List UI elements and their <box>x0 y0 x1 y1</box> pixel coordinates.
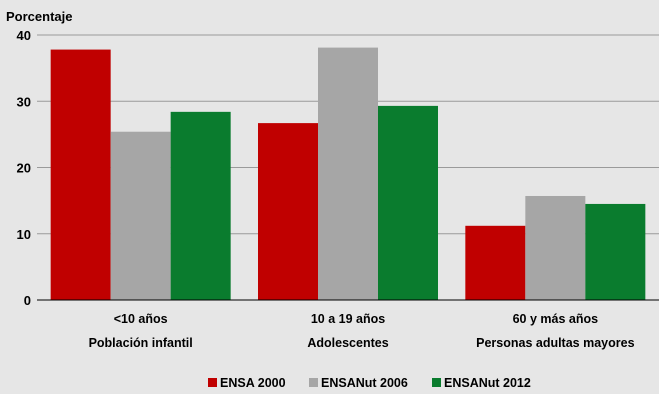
x-category-label: Personas adultas mayores <box>476 336 634 350</box>
bar <box>585 203 646 300</box>
y-tick-label: 30 <box>17 94 31 109</box>
bar <box>110 131 171 300</box>
legend-swatch <box>208 378 217 387</box>
y-tick-label: 20 <box>17 161 31 176</box>
bar <box>170 111 231 300</box>
y-axis-title: Porcentaje <box>6 9 72 24</box>
y-axis-ticks: 0 10 20 30 40 <box>17 28 31 308</box>
bar <box>465 225 526 300</box>
bar <box>50 49 111 301</box>
y-tick-label: 0 <box>24 293 31 308</box>
bar <box>258 123 318 300</box>
bars <box>50 47 646 301</box>
legend-label: ENSANut 2012 <box>444 376 531 390</box>
y-tick-label: 10 <box>17 227 31 242</box>
bar <box>318 47 378 301</box>
bar <box>378 105 438 300</box>
y-tick-label: 40 <box>17 28 31 43</box>
legend-label: ENSA 2000 <box>220 376 286 390</box>
bar <box>525 195 586 300</box>
x-tick-label: 10 a 19 años <box>311 312 385 326</box>
legend: ENSA 2000 ENSANut 2006 ENSANut 2012 <box>208 376 531 390</box>
legend-swatch <box>432 378 441 387</box>
legend-swatch <box>309 378 318 387</box>
x-axis-labels: <10 años Población infantil 10 a 19 años Ad… <box>89 312 635 350</box>
x-tick-label: 60 y más años <box>513 312 599 326</box>
x-category-label: Población infantil <box>89 336 193 350</box>
x-tick-label: <10 años <box>114 312 168 326</box>
legend-label: ENSANut 2006 <box>321 376 408 390</box>
x-category-label: Adolescentes <box>307 336 388 350</box>
